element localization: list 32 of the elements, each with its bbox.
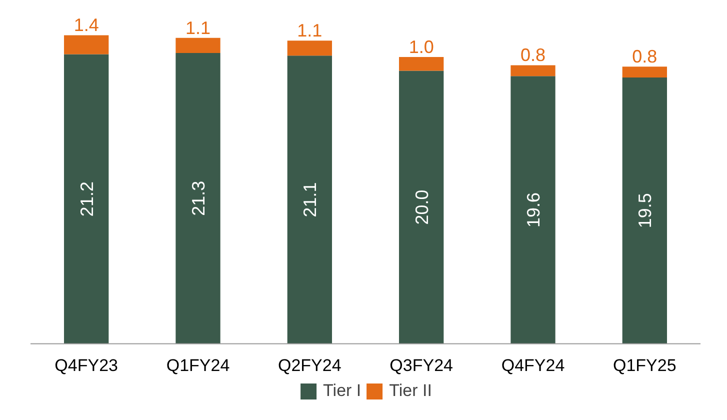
data-label: 21.2 [76,182,97,217]
data-label: 21.3 [188,180,208,216]
x-tick-label: Q4FY24 [501,356,565,375]
bar [510,76,556,344]
x-tick-label: Q1FY25 [613,356,676,375]
bar [399,57,444,71]
bar [399,70,444,344]
bar [176,38,220,53]
bar [287,40,332,56]
data-label: 1.0 [408,37,434,58]
bar [622,78,667,344]
bar [64,54,109,344]
data-label: 19.6 [524,192,544,228]
bar [287,56,332,344]
x-tick-label: Q2FY24 [278,356,342,375]
bar [176,52,220,344]
bar [622,66,667,78]
data-label: 1.1 [297,20,322,41]
x-tick-label: Q3FY24 [390,356,453,375]
x-tick-label: Q4FY23 [54,356,118,375]
legend-label: Tier II [389,381,432,401]
data-label: 21.1 [300,182,320,218]
x-tick-label: Q1FY24 [166,356,230,375]
legend-label: Tier I [323,381,362,401]
data-label: 20.0 [412,190,432,225]
bar [64,35,109,54]
data-label: 0.8 [520,45,546,66]
bar [510,65,556,76]
data-label: 1.1 [185,18,211,38]
data-label: 19.5 [635,193,656,228]
data-label: 1.4 [74,15,99,36]
data-label: 0.8 [632,46,658,67]
